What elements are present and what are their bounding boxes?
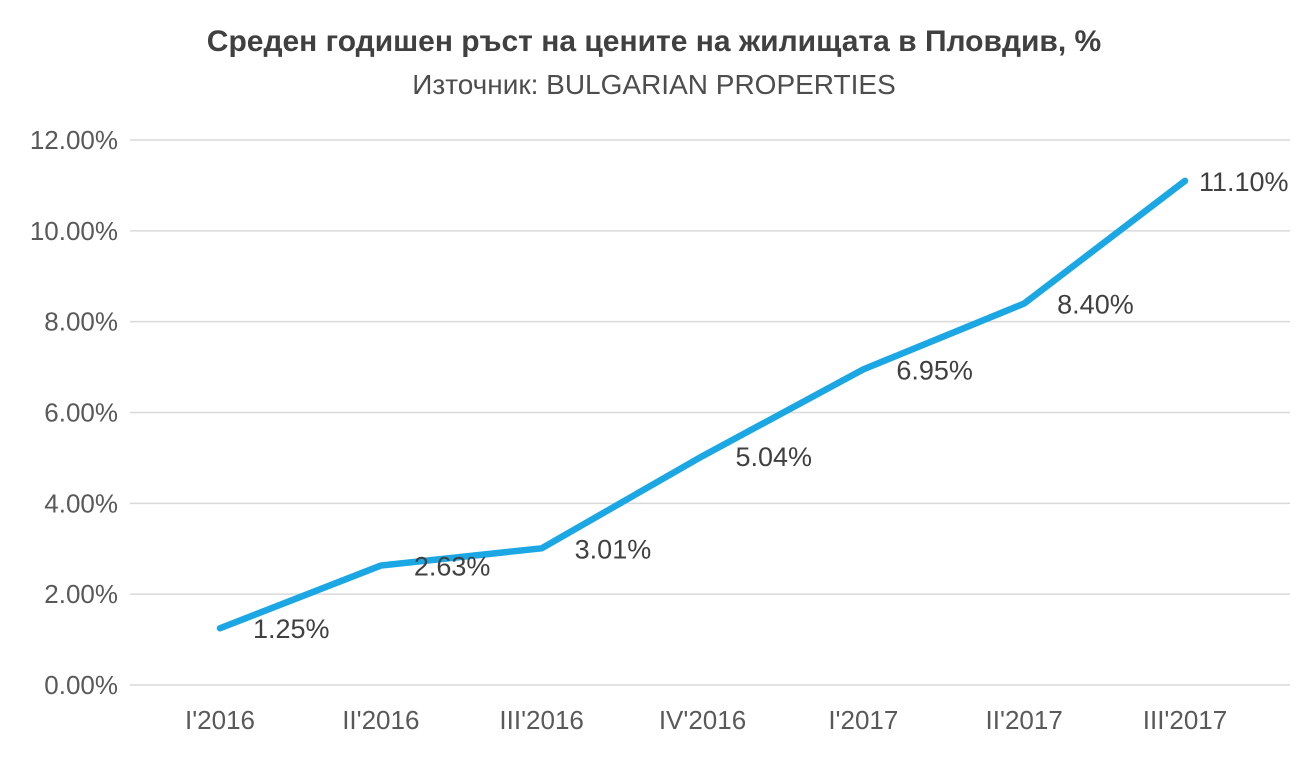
chart-title: Среден годишен ръст на цените на жилищат…	[206, 25, 1102, 58]
y-axis-tick-label: 2.00%	[44, 579, 118, 609]
chart-subtitle: Източник: BULGARIAN PROPERTIES	[412, 69, 896, 100]
y-axis-tick-label: 0.00%	[44, 670, 118, 700]
data-label: 3.01%	[575, 534, 652, 564]
data-label: 2.63%	[414, 551, 491, 581]
x-axis-tick-label: II'2016	[342, 705, 419, 735]
data-label: 5.04%	[736, 442, 813, 472]
x-axis-tick-label: II'2017	[986, 705, 1063, 735]
y-axis-tick-label: 10.00%	[30, 215, 118, 245]
x-axis-tick-label: I'2017	[828, 705, 898, 735]
x-axis-tick-label: III'2017	[1143, 705, 1227, 735]
line-chart-plot: 0.00% 2.00% 4.00% 6.00% 8.00% 10.00% 12.00% I'2…	[30, 125, 1290, 735]
y-axis-tick-label: 6.00%	[44, 397, 118, 427]
x-axis-tick-label: IV'2016	[659, 705, 746, 735]
y-axis-tick-label: 4.00%	[44, 488, 118, 518]
data-label: 11.10%	[1199, 166, 1289, 196]
x-axis-tick-label: III'2016	[499, 705, 583, 735]
data-label: 8.40%	[1057, 289, 1134, 319]
y-axis-tick-label: 12.00%	[30, 125, 118, 155]
data-label: 1.25%	[253, 614, 330, 644]
data-label: 6.95%	[896, 355, 973, 385]
x-axis-tick-label: I'2016	[185, 705, 255, 735]
y-axis-tick-label: 8.00%	[44, 306, 118, 336]
series-line	[216, 177, 1189, 632]
